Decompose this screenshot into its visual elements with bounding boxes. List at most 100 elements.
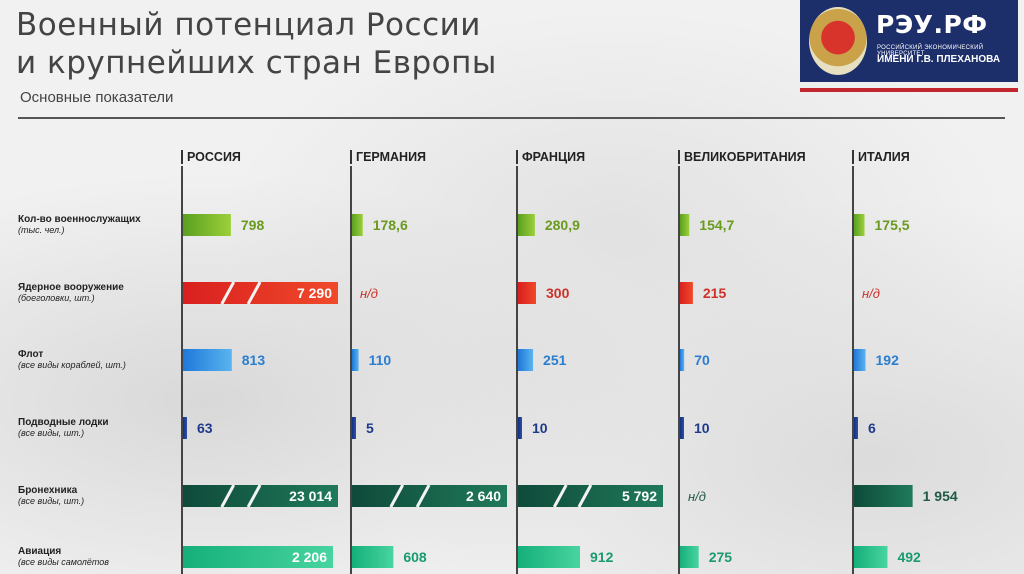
emblem-icon	[809, 7, 867, 75]
bar-break-mark	[415, 484, 431, 508]
bar-break-mark	[220, 281, 236, 305]
bar-value-label: 912	[590, 549, 614, 565]
row-label-unit: (все виды самолётов	[18, 557, 109, 567]
bar-value-label: 1 954	[923, 488, 958, 504]
column-header: РОССИЯ	[187, 150, 241, 164]
bar-break-mark	[552, 484, 568, 508]
bar-value-label: 192	[876, 352, 900, 368]
bar	[183, 214, 231, 236]
bar-value-label: 23 014	[289, 488, 332, 504]
bar-value-label: 215	[703, 285, 727, 301]
bar-value-label: 280,9	[545, 217, 580, 233]
bar	[854, 214, 865, 236]
bar	[518, 349, 534, 371]
bar	[680, 349, 685, 371]
column-header: ФРАНЦИЯ	[522, 150, 585, 164]
row-label: Флот (все виды кораблей, шт.)	[18, 349, 178, 370]
bar-break-mark	[577, 484, 593, 508]
bar	[518, 485, 663, 507]
bar-value-label: 2 206	[292, 549, 327, 565]
row-label-title: Флот	[18, 349, 44, 360]
row-label-title: Кол-во военнослужащих	[18, 214, 141, 225]
bar	[352, 417, 356, 439]
row-label-title: Бронехника	[18, 485, 78, 496]
row-label-title: Подводные лодки	[18, 417, 109, 428]
column-header: ИТАЛИЯ	[858, 150, 910, 164]
bar-value-label: 2 640	[466, 488, 501, 504]
bar	[680, 546, 699, 568]
bar-value-label: 10	[694, 420, 710, 436]
bar	[680, 282, 693, 304]
bar-break-mark	[220, 484, 236, 508]
header-divider	[18, 117, 1005, 119]
bar-value-label: 70	[694, 352, 710, 368]
bar-break-mark	[246, 484, 262, 508]
logo-subtitle-1: РОССИЙСКИЙ ЭКОНОМИЧЕСКИЙ УНИВЕРСИТЕТ	[877, 45, 984, 57]
bar-value-label: 63	[197, 420, 213, 436]
bar	[854, 417, 858, 439]
bar	[518, 546, 581, 568]
bar-value-label: 275	[709, 549, 733, 565]
bar	[183, 349, 232, 371]
bar	[518, 214, 535, 236]
row-label: Бронехника (все виды, шт.)	[18, 485, 178, 506]
row-label-unit: (все виды кораблей, шт.)	[18, 360, 126, 370]
bar-value-label: 178,6	[373, 217, 408, 233]
bar-value-label: 175,5	[875, 217, 910, 233]
column-header: ВЕЛИКОБРИТАНИЯ	[684, 150, 806, 164]
bar	[183, 485, 338, 507]
bar	[352, 546, 394, 568]
bar	[352, 485, 507, 507]
bar-value-label: 7 290	[297, 285, 332, 301]
page-subtitle: Основные показатели	[20, 89, 174, 106]
bar-value-label: 5 792	[622, 488, 657, 504]
bar-value-label: 492	[897, 549, 921, 565]
bar	[352, 349, 359, 371]
bar-value-label: 110	[369, 352, 392, 368]
bar	[680, 214, 690, 236]
row-label-title: Ядерное вооружение	[18, 282, 124, 293]
no-data-label: н/д	[862, 286, 880, 301]
bar-value-label: 251	[543, 352, 567, 368]
logo-subtitle-2: ИМЕНИ Г.В. ПЛЕХАНОВА	[877, 54, 1001, 65]
logo: РЭУ.РФ РОССИЙСКИЙ ЭКОНОМИЧЕСКИЙ УНИВЕРСИ…	[800, 0, 1018, 82]
bar	[352, 214, 363, 236]
logo-name: РЭУ.РФ	[876, 10, 988, 39]
row-label-unit: (все виды, шт.)	[18, 428, 85, 438]
bar	[183, 282, 338, 304]
row-label: Кол-во военнослужащих (тыс. чел.)	[18, 214, 178, 235]
no-data-label: н/д	[360, 286, 378, 301]
bar	[183, 417, 187, 439]
row-label-title: Авиация	[18, 546, 62, 557]
bar	[854, 546, 888, 568]
bar	[854, 485, 913, 507]
row-label: Подводные лодки (все виды, шт.)	[18, 417, 178, 438]
column-header: ГЕРМАНИЯ	[356, 150, 426, 164]
bar	[518, 417, 522, 439]
bar-break-mark	[246, 281, 262, 305]
title-line-1: Военный потенциал России	[16, 7, 481, 43]
logo-stripe	[800, 88, 1018, 92]
bar-value-label: 6	[868, 420, 876, 436]
bar-value-label: 813	[242, 352, 266, 368]
row-label: Ядерное вооружение (боеголовки, шт.)	[18, 282, 178, 303]
page-title: Военный потенциал России и крупнейших ст…	[16, 6, 497, 82]
bar	[680, 417, 684, 439]
row-label-unit: (все виды, шт.)	[18, 496, 85, 506]
bar-value-label: 154,7	[699, 217, 734, 233]
bar-value-label: 10	[532, 420, 548, 436]
bar-break-mark	[389, 484, 405, 508]
row-label-unit: (боеголовки, шт.)	[18, 293, 95, 303]
bar-value-label: 5	[366, 420, 374, 436]
bar	[854, 349, 866, 371]
bar-value-label: 608	[403, 549, 427, 565]
bar	[183, 546, 333, 568]
title-line-2: и крупнейших стран Европы	[16, 45, 497, 81]
bar-value-label: 300	[546, 285, 570, 301]
row-label: Авиация (все виды самолётов	[18, 546, 178, 567]
bar-value-label: 798	[241, 217, 265, 233]
row-label-unit: (тыс. чел.)	[18, 225, 65, 235]
no-data-label: н/д	[688, 489, 706, 504]
bar	[518, 282, 536, 304]
